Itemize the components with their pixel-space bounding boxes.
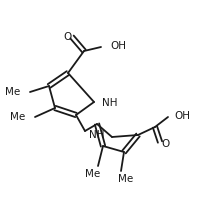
Text: Me: Me (118, 174, 134, 184)
Text: Me: Me (5, 87, 20, 97)
Text: NH: NH (102, 98, 118, 108)
Text: O: O (63, 32, 71, 42)
Text: NH: NH (88, 130, 104, 140)
Text: OH: OH (110, 41, 126, 51)
Text: Me: Me (85, 169, 101, 179)
Text: Me: Me (10, 112, 25, 122)
Text: O: O (161, 139, 169, 149)
Text: OH: OH (174, 111, 190, 121)
